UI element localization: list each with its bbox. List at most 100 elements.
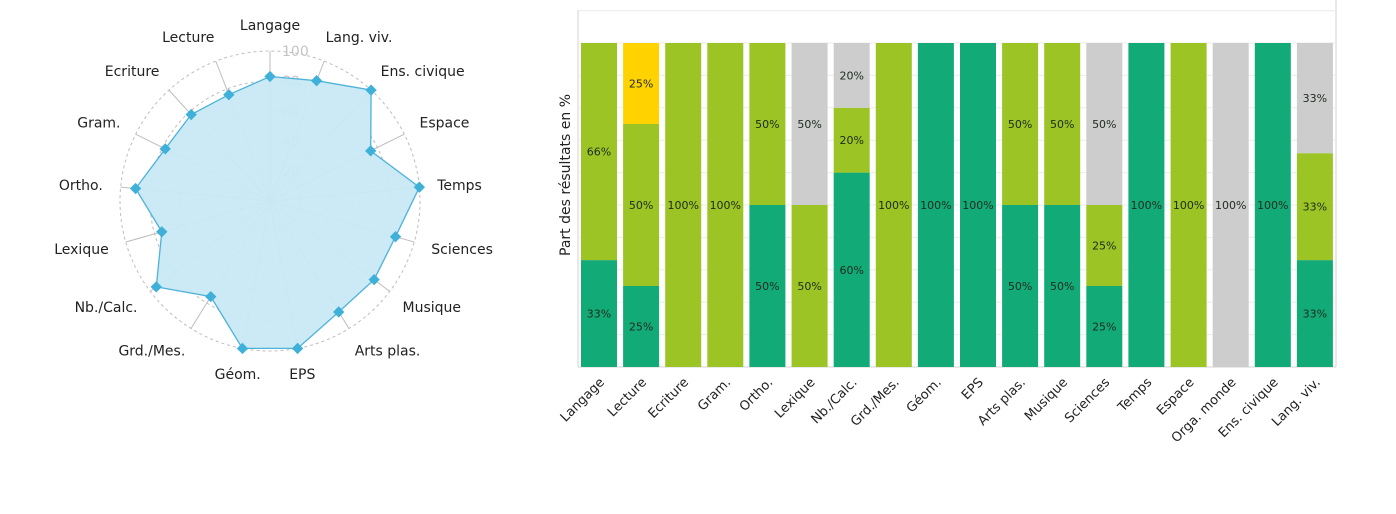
bar-value-label: 50%	[1008, 118, 1032, 131]
x-tick-label: Langage	[558, 375, 608, 425]
bar-value-label: 25%	[1092, 240, 1116, 253]
bar-segment-green	[1128, 43, 1165, 367]
bar-segment-green	[960, 43, 996, 367]
bar-value-label: 20%	[839, 134, 863, 147]
radar-point	[159, 143, 171, 155]
bar-value-label: 20%	[839, 69, 863, 82]
bar-value-label: 60%	[839, 264, 863, 277]
radar-axis-label: Nb./Calc.	[75, 300, 138, 316]
bar-segment-gray	[1212, 43, 1249, 367]
bar-segment-lime	[1044, 43, 1081, 205]
radar-ring-100	[119, 50, 421, 352]
bar-value-label: 100%	[1257, 199, 1288, 212]
bar-segment-lime	[581, 43, 617, 261]
radar-axis-label: Ens. civique	[381, 64, 465, 80]
bar-value-label: 100%	[667, 199, 698, 212]
bar-segment-green	[1002, 205, 1039, 367]
bar-value-label: 100%	[1215, 199, 1246, 212]
radar-axis-label: Temps	[436, 178, 482, 194]
bar-segment-lime	[1296, 153, 1333, 261]
radar-axis-label: Espace	[420, 116, 470, 132]
bar-value-label: 33%	[1303, 308, 1327, 321]
bar-segment-lime	[665, 43, 702, 367]
bar-value-label: 50%	[1050, 280, 1074, 293]
bar-segment-lime	[1086, 205, 1123, 286]
bar-segment-gray	[791, 43, 828, 205]
y-axis-title: Part des résultats en %	[558, 94, 574, 256]
x-tick-label: Ortho.	[737, 375, 776, 414]
bar-segment-yellow	[623, 43, 660, 124]
radar-axis-label: Langage	[240, 18, 300, 34]
bar-value-label: 66%	[587, 146, 611, 159]
radar-point	[205, 290, 217, 303]
bar-value-label: 33%	[587, 308, 611, 321]
bar-segment-lime	[1002, 43, 1039, 205]
bar-value-label: 50%	[755, 280, 779, 293]
bar-value-label: 100%	[1173, 199, 1204, 212]
bar-value-label: 50%	[755, 118, 779, 131]
radar-axis-label: Lexique	[54, 242, 108, 258]
bar-segment-lime	[707, 43, 744, 367]
radar-point	[156, 226, 168, 238]
radar-series	[129, 70, 426, 355]
bar-value-label: 50%	[629, 199, 653, 212]
bar-segment-lime	[833, 107, 870, 173]
bar-segment-gray	[1296, 43, 1333, 154]
radar-axis-labels: Langage Lang. viv. Ens. civique Espace Temps…	[54, 18, 493, 383]
radar-point	[368, 273, 380, 286]
bar-value-label: 50%	[1050, 118, 1074, 131]
bar-segment-green	[749, 205, 786, 367]
radar-axis-label: Gram.	[77, 116, 120, 132]
bar-segment-green	[917, 43, 954, 367]
ring-label-100: 100	[282, 44, 309, 60]
bar-value-label: 100%	[920, 199, 951, 212]
radar-axis-label: Grd./Mes.	[118, 344, 185, 360]
bar-segment-green	[1086, 286, 1123, 367]
x-tick-label: Sciences	[1062, 375, 1113, 426]
radar-axis-label: Sciences	[431, 242, 493, 258]
bar-segment-green	[833, 172, 870, 367]
bar-segment-lime	[749, 43, 786, 205]
bar-marks: 33% 66% 25% 50% 25% 100% 100% 50% 50% 50% 50% 60% 20…	[581, 43, 1333, 367]
bar-segment-lime	[791, 205, 828, 367]
bar-value-label: 25%	[629, 78, 653, 91]
radar-area	[134, 75, 421, 350]
radar-point	[291, 342, 304, 355]
radar-axis-label: Arts plas.	[355, 344, 421, 360]
radar-axis-label: Ortho.	[59, 178, 103, 194]
radar-axis-label: Musique	[403, 300, 462, 316]
bar-value-label: 25%	[1092, 321, 1116, 334]
bar-value-label: 33%	[1303, 92, 1327, 105]
bar-segment-gray	[1086, 43, 1123, 205]
bar-value-label: 100%	[962, 199, 993, 212]
bar-segment-lime	[623, 124, 660, 286]
bar-segment-lime	[1170, 43, 1207, 367]
x-tick-label: EPS	[959, 375, 987, 403]
radar-point	[333, 306, 345, 318]
bar-value-label: 33%	[1303, 201, 1327, 214]
x-tick-label: Ecriture	[646, 375, 692, 421]
radar-point	[150, 281, 162, 293]
stacked-bar-chart: 33% 66% 25% 50% 25% 100% 100% 50% 50% 50% 50% 60% 20…	[558, 0, 1337, 446]
bar-value-label: 25%	[629, 321, 653, 334]
radar-axis-label: EPS	[289, 367, 315, 383]
radar-point	[236, 342, 249, 355]
bar-value-label: 50%	[1008, 280, 1032, 293]
bar-value-label: 50%	[797, 280, 821, 293]
radar-axis-label: Lang. viv.	[326, 30, 393, 46]
x-tick-label: Géom.	[904, 375, 945, 416]
x-tick-label: Gram.	[695, 375, 734, 414]
bar-segment-lime	[875, 43, 912, 367]
bar-segment-green	[581, 260, 617, 367]
radar-point	[389, 231, 402, 243]
bar-value-label: 100%	[710, 199, 741, 212]
radar-axis-label: Géom.	[215, 367, 261, 383]
bar-value-label: 100%	[1131, 199, 1162, 212]
bar-grid	[577, 0, 1337, 368]
x-tick-label: Lecture	[605, 375, 650, 420]
bar-segment-green	[1254, 43, 1291, 367]
radar-point	[129, 182, 142, 195]
bar-value-label: 50%	[1092, 118, 1116, 131]
